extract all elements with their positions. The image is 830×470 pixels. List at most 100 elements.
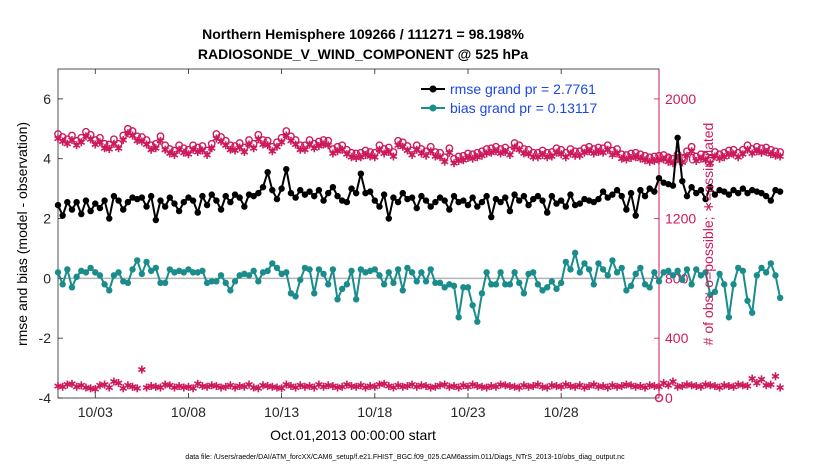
asterisk-center xyxy=(722,383,727,388)
x-tick-label: 10/28 xyxy=(544,404,579,420)
bias-point xyxy=(604,272,611,279)
rmse-point xyxy=(255,189,262,197)
bias-point xyxy=(269,260,276,267)
legend-swatch-dot xyxy=(429,85,437,93)
bias-point xyxy=(613,269,621,276)
rmse-point xyxy=(325,189,332,197)
bias-point xyxy=(711,288,719,296)
obs-assimilated-marker xyxy=(114,144,123,153)
bias-point xyxy=(721,281,728,288)
asterisk-center xyxy=(149,384,153,388)
rmse-point xyxy=(450,192,458,200)
bias-point xyxy=(469,302,476,309)
rmse-point xyxy=(278,185,285,192)
asterisk-center xyxy=(564,382,568,387)
asterisk-center xyxy=(703,158,708,163)
obs-low-marker xyxy=(203,382,211,391)
obs-assimilated-marker xyxy=(86,135,95,144)
asterisk-center xyxy=(349,155,354,160)
asterisk-center xyxy=(522,383,526,388)
asterisk-center xyxy=(195,381,200,386)
asterisk-center xyxy=(74,143,79,148)
asterisk-center xyxy=(228,383,233,388)
asterisk-center xyxy=(307,384,312,388)
obs-assimilated-marker xyxy=(193,147,202,156)
asterisk-center xyxy=(289,138,293,143)
asterisk-center xyxy=(84,385,88,390)
asterisk-center xyxy=(503,150,508,154)
asterisk-center xyxy=(727,384,731,388)
bias-point xyxy=(627,282,635,290)
asterisk-center xyxy=(410,382,414,387)
obs-low-marker xyxy=(124,381,132,390)
asterisk-center xyxy=(675,384,680,389)
rmse-point xyxy=(199,192,206,200)
rmse-point xyxy=(488,213,495,221)
bias-point xyxy=(404,264,411,272)
obs-assimilated-marker xyxy=(315,142,323,151)
obs-low-marker xyxy=(529,382,538,391)
asterisk-center xyxy=(694,384,699,388)
obs-assimilated-marker xyxy=(752,147,761,156)
rmse-point xyxy=(590,198,597,206)
bias-point xyxy=(576,269,583,276)
asterisk-center xyxy=(577,383,582,388)
asterisk-center xyxy=(107,147,112,151)
asterisk-center xyxy=(275,385,279,390)
rmse-point xyxy=(213,197,220,204)
obs-assimilated-marker xyxy=(436,153,444,162)
asterisk-center xyxy=(293,385,298,390)
asterisk-center xyxy=(522,151,526,156)
rmse-point xyxy=(101,197,108,204)
asterisk-center xyxy=(666,383,671,388)
asterisk-center xyxy=(573,384,577,389)
obs-low-marker xyxy=(571,382,580,391)
obs-low-marker xyxy=(347,382,356,391)
asterisk-center xyxy=(242,150,247,154)
obs-assimilated-marker xyxy=(394,141,402,150)
asterisk-center xyxy=(312,146,317,151)
asterisk-center xyxy=(680,160,685,165)
bias-point xyxy=(399,287,406,294)
asterisk-center xyxy=(685,382,689,387)
asterisk-center xyxy=(237,145,242,150)
rmse-point xyxy=(637,186,644,194)
asterisk-center xyxy=(475,384,480,388)
obs-assimilated-marker xyxy=(217,137,225,146)
rmse-point xyxy=(618,192,625,200)
bias-point xyxy=(385,269,392,276)
obs-assimilated-marker xyxy=(263,141,272,150)
rmse-point xyxy=(674,134,681,141)
bias-point xyxy=(189,269,197,276)
rmse-point xyxy=(655,174,663,182)
obs-low-marker xyxy=(137,365,146,374)
obs-low-marker xyxy=(748,374,757,383)
asterisk-center xyxy=(181,150,186,155)
asterisk-center xyxy=(559,152,563,157)
asterisk-center xyxy=(489,150,494,155)
bias-point xyxy=(348,267,355,275)
asterisk-center xyxy=(233,148,237,153)
obs-assimilated-marker xyxy=(63,139,72,148)
rmse-point xyxy=(767,197,775,204)
asterisk-center xyxy=(345,382,349,387)
asterisk-center xyxy=(433,154,438,159)
obs-low-marker xyxy=(184,382,193,391)
asterisk-center xyxy=(321,384,326,389)
asterisk-center xyxy=(619,156,624,161)
obs-assimilated-marker xyxy=(119,136,128,145)
obs-assimilated-marker xyxy=(403,146,412,155)
asterisk-center xyxy=(112,141,116,146)
asterisk-center xyxy=(461,383,466,388)
bias-point xyxy=(637,264,644,272)
rmse-point xyxy=(380,191,388,198)
obs-assimilated-marker xyxy=(738,150,747,159)
obs-assimilated-marker xyxy=(58,137,67,146)
y-tick-label-left: 0 xyxy=(43,270,51,286)
asterisk-center xyxy=(419,151,424,156)
bias-point xyxy=(441,284,448,291)
rmse-point xyxy=(543,209,551,216)
asterisk-center xyxy=(163,147,167,152)
asterisk-center xyxy=(480,153,484,158)
